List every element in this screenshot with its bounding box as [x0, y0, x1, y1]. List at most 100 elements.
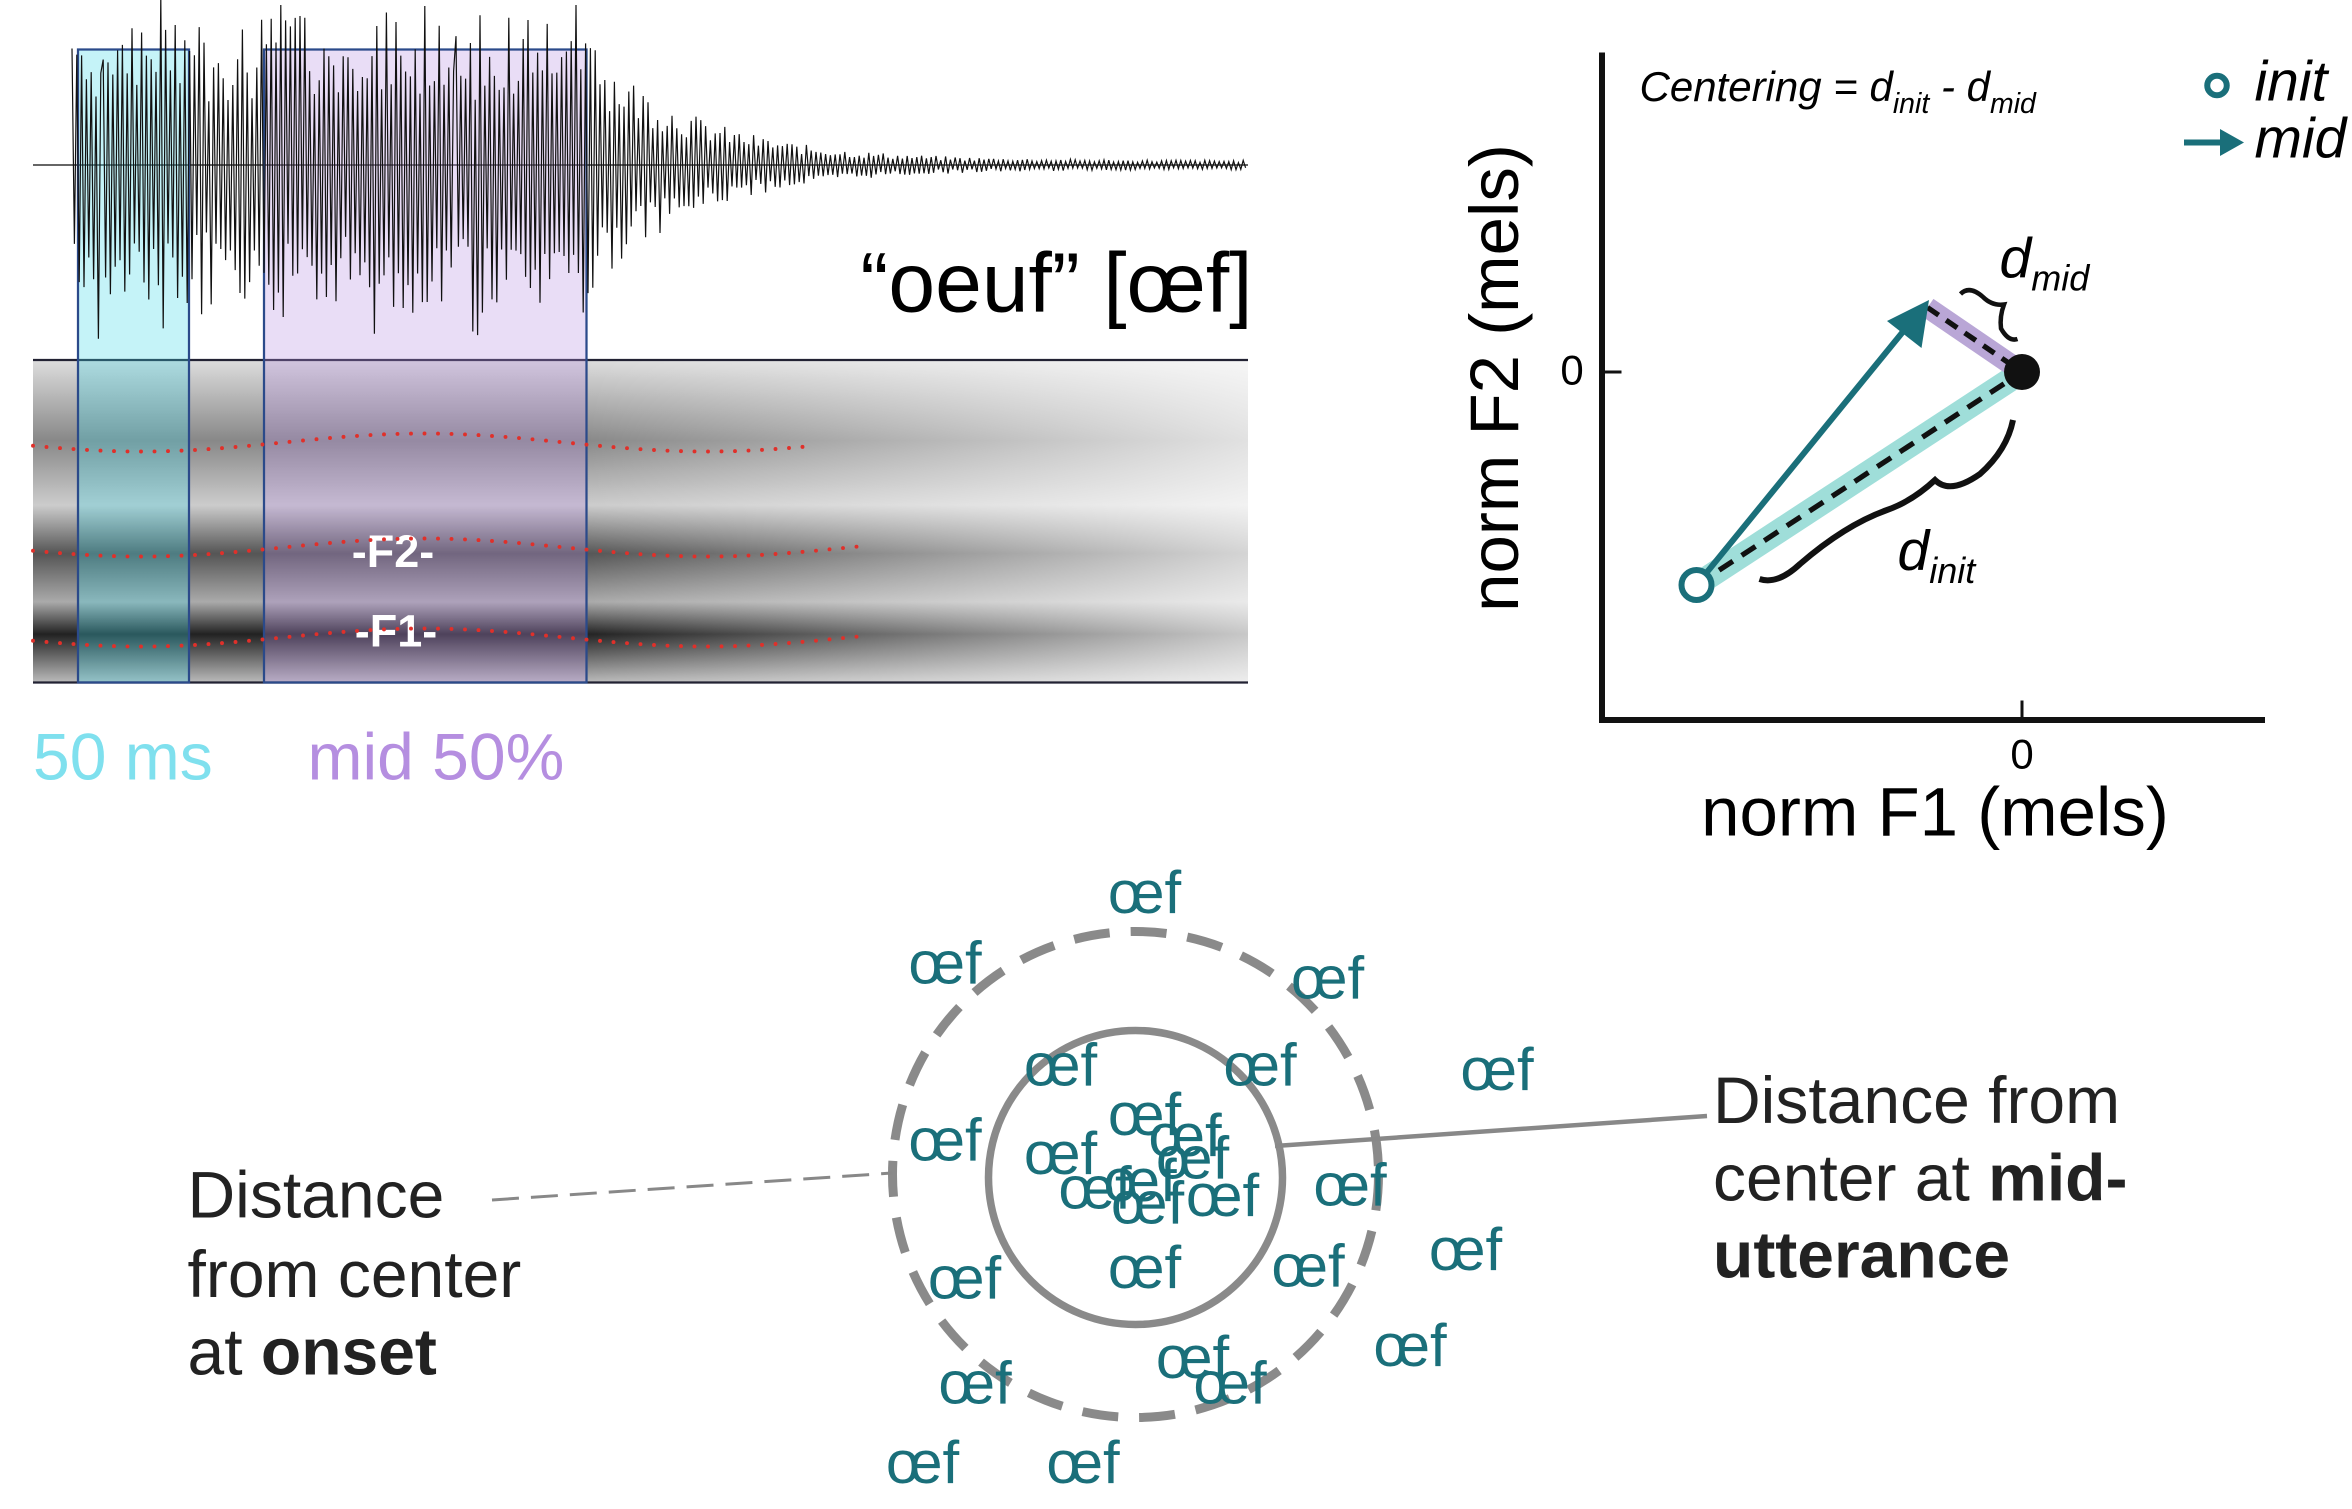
formant-track	[774, 447, 778, 451]
formant-track	[787, 551, 791, 555]
y-axis-label: norm F2 (mels)	[1456, 144, 1533, 612]
formant-track	[625, 446, 629, 450]
formant-track	[814, 639, 818, 643]
formant-track	[450, 627, 454, 631]
formant-track	[463, 537, 467, 541]
formant-track	[504, 540, 508, 544]
formant-track	[639, 447, 643, 451]
formula: Centering = dinit - dmid	[1640, 63, 2038, 119]
formant-track	[801, 445, 805, 449]
formant-track	[490, 629, 494, 633]
formant-track	[409, 432, 413, 436]
waveform-panel: “oeuf” [œf] -F2- -F1- 50 ms mid 50%	[31, 0, 1252, 793]
formant-track	[315, 542, 319, 546]
formant-track	[706, 555, 710, 559]
formant-track	[247, 549, 251, 553]
formant-track	[288, 440, 292, 444]
formant-track	[301, 439, 305, 443]
formant-track	[706, 645, 710, 649]
formant-track	[517, 541, 521, 545]
formant-track	[585, 443, 589, 447]
formant-track	[45, 550, 49, 554]
formant-track	[58, 641, 62, 645]
formant-track	[544, 544, 548, 548]
word-token: œf	[1111, 1169, 1185, 1236]
onset-label: from center	[188, 1237, 522, 1311]
formant-track	[328, 436, 332, 440]
word-token: œf	[1373, 1312, 1447, 1379]
formant-track	[585, 548, 589, 552]
formant-track	[828, 637, 832, 641]
formant-track	[598, 444, 602, 448]
legend-mid-arrowhead	[2220, 129, 2244, 156]
formant-track	[193, 448, 197, 452]
formant-track	[571, 636, 575, 640]
formant-track	[153, 449, 157, 453]
word-token: œf	[1460, 1036, 1534, 1103]
x-axis-label: norm F1 (mels)	[1701, 774, 2169, 851]
formant-track	[153, 554, 157, 558]
formant-track	[382, 432, 386, 436]
formant-track	[301, 634, 305, 638]
formant-track	[517, 631, 521, 635]
formant-track	[31, 549, 35, 553]
formant-track	[801, 550, 805, 554]
spectrogram-fade	[33, 360, 1248, 683]
formant-track	[153, 644, 157, 648]
word-token: œf	[908, 929, 982, 996]
onset-label: Distance	[188, 1157, 445, 1231]
formant-track	[517, 436, 521, 440]
formant-track	[531, 632, 535, 636]
formant-track	[207, 642, 211, 646]
formant-track	[639, 552, 643, 556]
formant-track	[504, 435, 508, 439]
formant-track	[207, 552, 211, 556]
formant-track	[544, 439, 548, 443]
formant-track	[139, 450, 143, 454]
formant-track	[558, 440, 562, 444]
word-token: œf	[1291, 944, 1365, 1011]
mid-label: utterance	[1713, 1217, 2010, 1291]
formant-track	[166, 644, 170, 648]
d-symbol: d	[2000, 227, 2034, 291]
formant-track	[409, 627, 413, 631]
formant-track	[342, 630, 346, 634]
x-tick-label: 0	[2010, 731, 2033, 778]
formant-track	[274, 546, 278, 550]
word-token: œf	[928, 1244, 1002, 1311]
formant-track	[261, 548, 265, 552]
word-token: œf	[1313, 1151, 1387, 1218]
formant-track	[693, 644, 697, 648]
formant-track	[706, 450, 710, 454]
formant-track	[801, 640, 805, 644]
formant-track	[301, 544, 305, 548]
formant-track	[652, 448, 656, 452]
d-init-label: dinit	[1898, 519, 1978, 590]
word-title: “oeuf” [œf]	[860, 236, 1252, 330]
formant-track	[720, 449, 724, 453]
formula-sub: init	[1893, 88, 1931, 120]
formant-track	[693, 449, 697, 453]
formant-track	[598, 549, 602, 553]
formant-track	[463, 627, 467, 631]
formant-track	[99, 554, 103, 558]
formant-label: -F2-	[352, 526, 435, 577]
formant-track	[693, 554, 697, 558]
formant-track	[355, 434, 359, 438]
formant-track	[396, 627, 400, 631]
formant-track	[166, 554, 170, 558]
formant-track	[625, 551, 629, 555]
word-token: œf	[1108, 859, 1182, 926]
formant-track	[234, 640, 238, 644]
init-point	[1682, 570, 1712, 600]
word-token: œf	[1271, 1232, 1345, 1299]
formant-track	[747, 554, 751, 558]
formant-track	[612, 550, 616, 554]
formant-track	[531, 437, 535, 441]
formant-track	[571, 546, 575, 550]
formant-track	[220, 446, 224, 450]
formant-track	[180, 449, 184, 453]
formant-track	[828, 547, 832, 551]
word-token: œf	[938, 1349, 1012, 1416]
formant-track	[274, 441, 278, 445]
